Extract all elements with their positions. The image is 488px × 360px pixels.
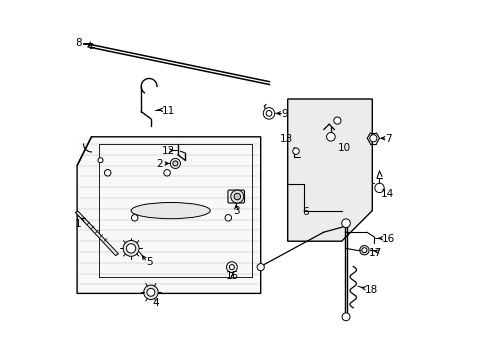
Polygon shape <box>77 137 260 293</box>
Text: 15: 15 <box>225 271 239 282</box>
Circle shape <box>104 170 111 176</box>
Circle shape <box>163 170 170 176</box>
Circle shape <box>98 158 103 163</box>
Circle shape <box>131 215 138 221</box>
Text: 18: 18 <box>364 285 377 295</box>
Circle shape <box>341 219 349 228</box>
Circle shape <box>224 215 231 221</box>
Circle shape <box>374 183 384 193</box>
Text: 11: 11 <box>162 105 175 116</box>
Circle shape <box>229 265 234 270</box>
Text: 17: 17 <box>368 248 381 258</box>
Circle shape <box>342 313 349 321</box>
Text: 14: 14 <box>381 189 394 199</box>
Text: 6: 6 <box>302 207 308 217</box>
Circle shape <box>143 285 158 300</box>
Circle shape <box>230 190 244 203</box>
Circle shape <box>361 248 366 253</box>
Text: 12: 12 <box>162 146 175 156</box>
Circle shape <box>359 246 368 255</box>
Text: 13: 13 <box>279 134 292 144</box>
FancyBboxPatch shape <box>227 190 244 203</box>
Text: 9: 9 <box>281 109 287 119</box>
Text: 7: 7 <box>384 134 391 144</box>
Circle shape <box>326 132 335 141</box>
Text: 1: 1 <box>75 219 81 229</box>
Text: 16: 16 <box>381 234 394 244</box>
Text: 4: 4 <box>152 298 159 308</box>
Circle shape <box>257 264 264 271</box>
Circle shape <box>265 111 271 116</box>
Circle shape <box>170 158 180 168</box>
Circle shape <box>123 240 139 256</box>
Circle shape <box>333 117 340 124</box>
Text: 2: 2 <box>156 159 163 169</box>
Text: 3: 3 <box>232 206 239 216</box>
Circle shape <box>126 244 136 253</box>
Circle shape <box>292 148 299 154</box>
Polygon shape <box>287 99 371 241</box>
Circle shape <box>146 288 155 296</box>
Circle shape <box>172 161 178 166</box>
Circle shape <box>226 262 237 273</box>
Circle shape <box>263 108 274 119</box>
Circle shape <box>234 193 240 200</box>
Text: 5: 5 <box>146 257 153 267</box>
Ellipse shape <box>131 202 210 219</box>
Circle shape <box>369 135 376 142</box>
Text: 10: 10 <box>337 143 350 153</box>
Polygon shape <box>75 211 118 256</box>
Text: 8: 8 <box>75 38 82 48</box>
